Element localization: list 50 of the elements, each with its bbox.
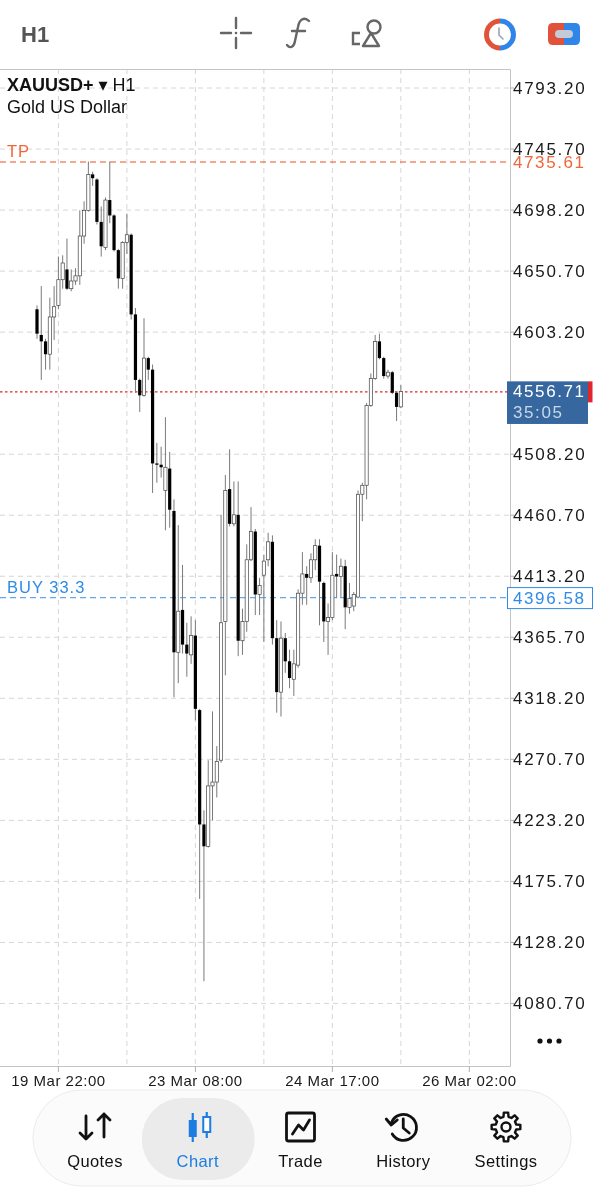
y-tick-label: 4175.70 [513,871,587,891]
y-tick-label: 4650.70 [513,261,587,281]
candlestick [382,356,386,380]
candlestick [108,161,112,224]
text: Chart [176,1152,219,1170]
x-tick-label: 24 Mar 17:00 [285,1071,380,1089]
candlestick [390,370,394,395]
y-tick-label: 4556.71 [513,382,586,402]
y-tick-label: 4396.58 [513,588,586,608]
text: Trade [278,1152,323,1170]
text: H1 [21,21,50,47]
candlestick [43,338,48,371]
y-tick-label: 4365.70 [513,627,587,647]
y-tick-label: 4318.20 [513,688,587,708]
y-tick-label: 4128.20 [513,932,587,952]
candlestick [231,480,236,527]
candlestick [138,378,142,413]
text: History [376,1152,431,1170]
ref-line-label: TP [7,142,31,161]
y-tick-label: 4270.70 [513,749,587,769]
ref-line-label: BUY 33.3 [7,577,86,596]
y-tick-label: 4080.70 [513,993,587,1013]
y-tick-label: 4698.20 [513,200,587,220]
text: Quotes [67,1152,123,1170]
candlestick [287,649,292,689]
candlestick [338,558,343,598]
candlestick [305,565,309,606]
candlestick [155,442,159,484]
candlestick [377,333,382,360]
y-tick-label: 4413.20 [513,566,587,586]
chart-title: XAUUSD+ ▾ H1 [7,75,136,95]
x-tick-label: 19 Mar 22:00 [11,1071,106,1089]
candlestick [146,356,150,381]
candlestick [283,632,287,674]
text: 35:05 [513,403,564,423]
y-tick-label: 4508.20 [513,444,587,464]
text: Settings [474,1152,538,1170]
y-tick-label: 4223.20 [513,810,587,830]
candlestick [65,238,69,291]
candlestick [189,615,194,665]
candlestick [185,622,189,678]
x-tick-label: 26 Mar 02:00 [422,1071,517,1089]
candlestick [202,809,206,982]
text: Gold US Dollar [7,97,128,117]
y-tick-label: 4460.70 [513,505,587,525]
x-tick-label: 23 Mar 08:00 [148,1071,243,1089]
candlestick [394,390,399,422]
y-tick-label: 4793.20 [513,78,587,98]
candlestick [163,416,168,531]
y-tick-label: 4603.20 [513,322,587,342]
